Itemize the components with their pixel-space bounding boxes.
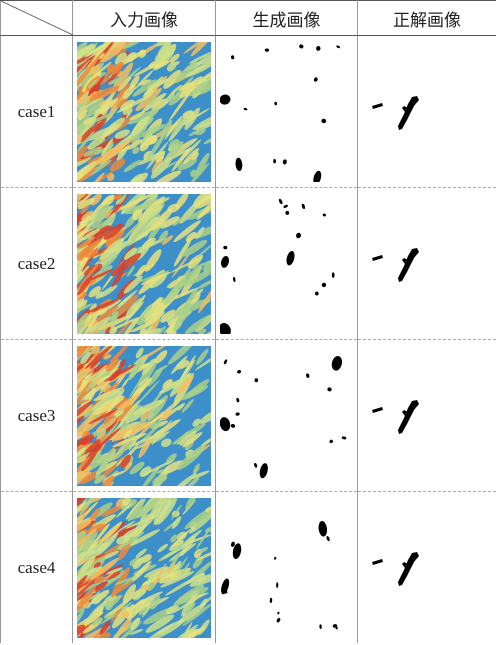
blob xyxy=(278,198,283,205)
blob xyxy=(320,117,326,123)
truth-cell xyxy=(358,36,496,188)
blob xyxy=(220,255,230,269)
generated-cell xyxy=(216,36,358,188)
input-image xyxy=(77,498,211,638)
generated-image xyxy=(220,194,354,334)
generated-cell xyxy=(216,340,358,492)
blob xyxy=(264,48,268,51)
generated-cell xyxy=(216,188,358,340)
case-row: case3 xyxy=(1,340,496,492)
blob xyxy=(282,204,287,208)
truth-dash xyxy=(372,103,383,109)
blob xyxy=(305,373,309,378)
blob xyxy=(232,276,235,281)
blob xyxy=(230,423,236,428)
blob xyxy=(335,44,340,48)
blob xyxy=(285,210,289,214)
blob xyxy=(235,412,240,416)
page: 入力画像 生成画像 正解画像 case1case2case3case4 (() … xyxy=(0,0,496,645)
blob xyxy=(235,397,239,402)
blob xyxy=(234,157,242,171)
blob xyxy=(328,439,333,444)
blob xyxy=(220,415,232,431)
blob xyxy=(311,169,322,181)
blob xyxy=(301,203,306,209)
header-cell: 入力画像 xyxy=(73,1,216,36)
blob xyxy=(282,158,287,164)
blob xyxy=(274,101,277,105)
generated-cell xyxy=(216,492,358,644)
generated-image xyxy=(220,498,354,638)
case-label: case1 xyxy=(1,36,73,188)
generated-image xyxy=(220,346,354,486)
truth-dash xyxy=(372,255,383,261)
blob xyxy=(341,435,346,439)
blob xyxy=(314,291,319,296)
input-image xyxy=(77,194,211,334)
truth-dash xyxy=(372,559,383,565)
truth-image xyxy=(362,498,492,638)
blob xyxy=(298,43,304,48)
blob xyxy=(275,617,280,623)
blob xyxy=(295,232,301,239)
case-row: case1 xyxy=(1,36,496,188)
blob xyxy=(273,556,276,559)
blob xyxy=(275,582,277,588)
case-row: case2 xyxy=(1,188,496,340)
input-cell xyxy=(73,188,216,340)
case-label: case3 xyxy=(1,340,73,492)
blob xyxy=(220,321,233,334)
blob xyxy=(330,354,343,371)
blob xyxy=(319,624,322,629)
truth-claw xyxy=(398,552,419,586)
truth-cell xyxy=(358,188,496,340)
truth-claw xyxy=(398,400,419,434)
blob xyxy=(273,158,276,162)
blob xyxy=(321,282,326,287)
input-cell xyxy=(73,36,216,188)
header-cell: 生成画像 xyxy=(216,1,358,36)
input-image xyxy=(77,346,211,486)
truth-claw xyxy=(398,248,419,282)
diagonal xyxy=(1,1,73,35)
blob xyxy=(220,93,232,106)
case-label: case4 xyxy=(1,492,73,644)
blob xyxy=(276,611,279,614)
blob xyxy=(322,212,326,216)
truth-image xyxy=(362,346,492,486)
truth-cell xyxy=(358,340,496,492)
case-label: case2 xyxy=(1,188,73,340)
blob xyxy=(223,245,227,249)
blob xyxy=(269,597,272,602)
blob xyxy=(253,462,257,467)
corner-cell xyxy=(1,1,73,36)
blob xyxy=(331,272,334,278)
input-image xyxy=(77,42,211,182)
blob xyxy=(258,462,269,479)
header-cell: 正解画像 xyxy=(358,1,496,36)
truth-claw xyxy=(398,96,419,130)
blob xyxy=(236,369,241,374)
case-row: case4 xyxy=(1,492,496,644)
blob xyxy=(223,358,228,364)
blob xyxy=(317,520,327,537)
truth-image xyxy=(362,194,492,334)
blob xyxy=(326,386,332,391)
generated-image xyxy=(220,42,354,182)
blob xyxy=(243,107,247,110)
blob xyxy=(285,250,296,266)
header-row: 入力画像 生成画像 正解画像 xyxy=(1,1,496,36)
truth-cell xyxy=(358,492,496,644)
comparison-table: 入力画像 生成画像 正解画像 case1case2case3case4 xyxy=(0,0,496,643)
blob xyxy=(315,45,320,50)
blob xyxy=(230,55,234,60)
blob xyxy=(313,76,318,82)
truth-dash xyxy=(372,407,383,413)
table-body: case1case2case3case4 xyxy=(1,36,496,644)
blob xyxy=(254,378,258,382)
input-cell xyxy=(73,340,216,492)
blob xyxy=(325,535,330,541)
input-cell xyxy=(73,492,216,644)
truth-image xyxy=(362,42,492,182)
